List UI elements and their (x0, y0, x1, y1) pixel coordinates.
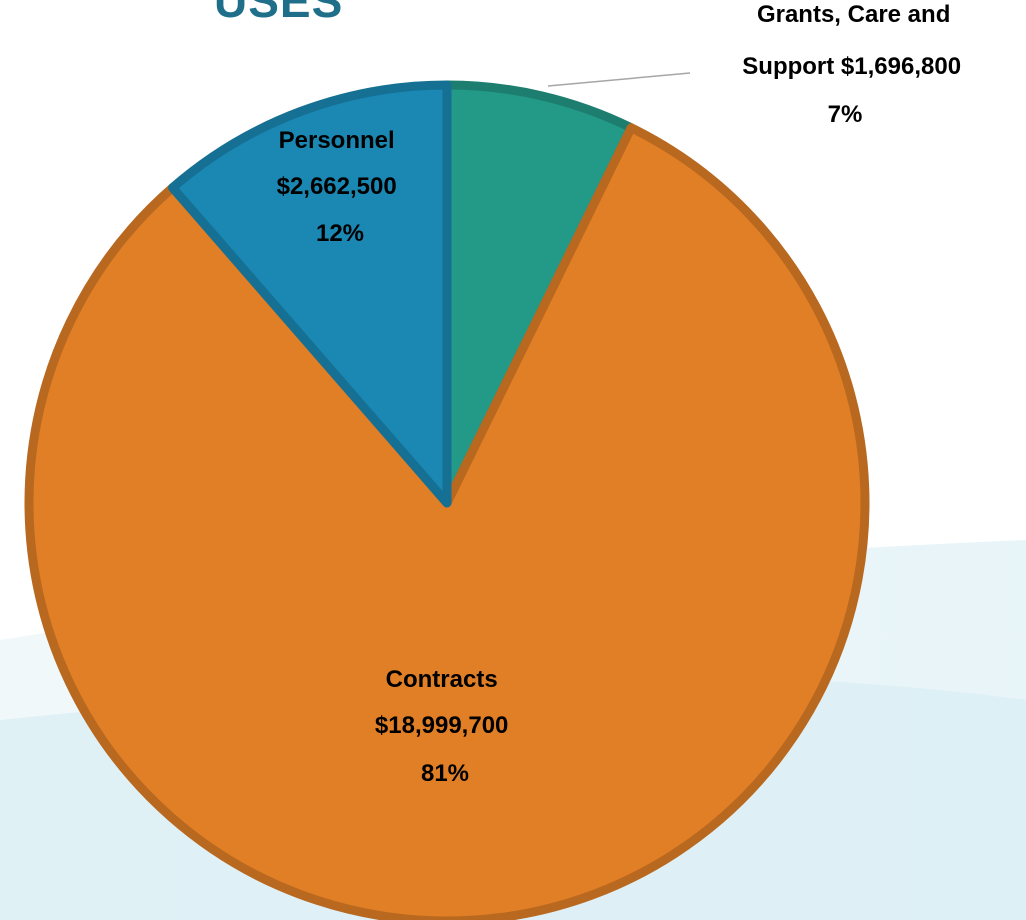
pie-slice-grants (442, 80, 636, 508)
page-title: USES (214, 0, 344, 27)
pie-slice-personnel (168, 80, 452, 508)
personnel-label: Personnel $2,662,500 12% (277, 127, 404, 247)
contracts-label: Contracts $18,999,700 81% (375, 666, 515, 787)
grants-leader-line (547, 72, 691, 87)
grants-label: Grants, Care and Support $1,696,800 7% (742, 1, 967, 128)
pie-slice-contracts (24, 123, 870, 920)
